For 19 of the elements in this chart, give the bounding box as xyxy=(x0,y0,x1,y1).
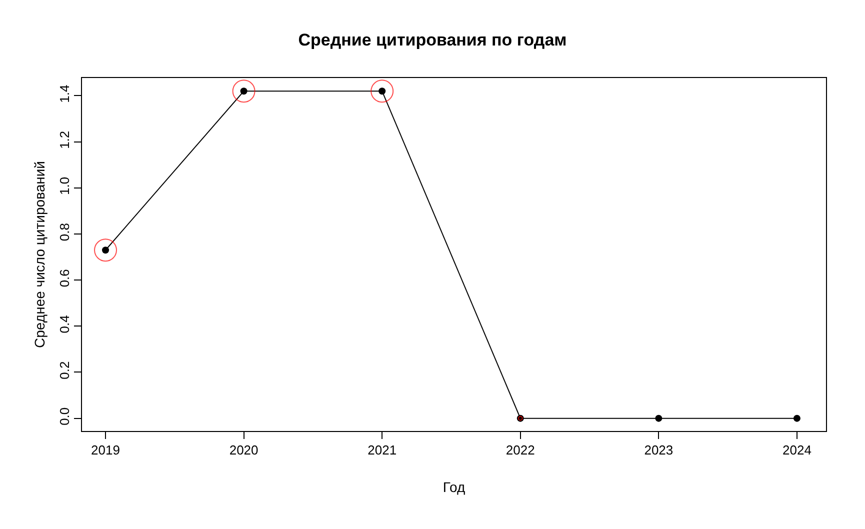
y-tick-label: 1.4 xyxy=(56,84,72,103)
point xyxy=(655,414,662,422)
x-tick-label: 2023 xyxy=(644,442,674,458)
y-tick-label: 0.0 xyxy=(56,407,72,426)
x-tick-label: 2020 xyxy=(229,442,258,458)
y-axis-title: Среднее число цитирований xyxy=(31,161,48,348)
x-tick-label: 2021 xyxy=(368,442,397,458)
y-tick-label: 0.4 xyxy=(56,315,72,334)
x-tick-label: 2019 xyxy=(91,442,120,458)
y-tick-label: 1.0 xyxy=(56,176,72,195)
y-tick-label: 1.2 xyxy=(56,130,72,149)
point xyxy=(793,414,800,422)
y-tick-label: 0.6 xyxy=(56,269,72,288)
x-tick-label: 2024 xyxy=(782,442,812,458)
chart-title: Средние цитирования по годам xyxy=(298,30,567,50)
x-tick-label: 2022 xyxy=(506,442,535,458)
y-tick-label: 0.8 xyxy=(56,223,72,242)
y-tick-label: 0.2 xyxy=(56,361,72,380)
x-axis-title: Год xyxy=(442,478,466,495)
